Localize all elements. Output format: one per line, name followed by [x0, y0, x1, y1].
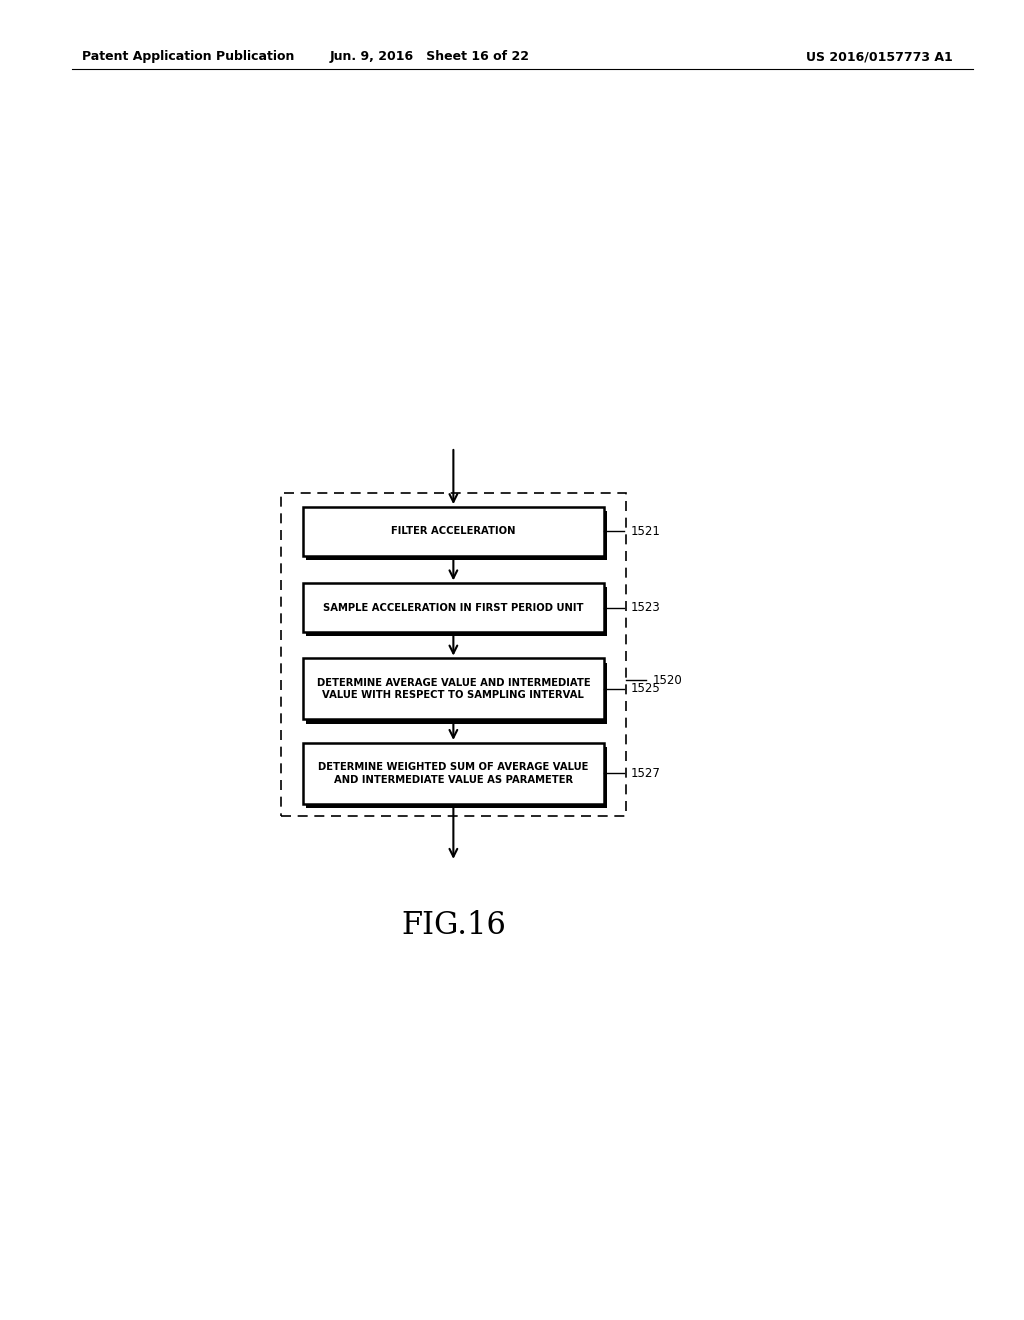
Text: DETERMINE WEIGHTED SUM OF AVERAGE VALUE
AND INTERMEDIATE VALUE AS PARAMETER: DETERMINE WEIGHTED SUM OF AVERAGE VALUE … — [318, 762, 589, 784]
Text: 1527: 1527 — [631, 767, 660, 780]
Text: 1523: 1523 — [631, 601, 660, 614]
Text: 1520: 1520 — [652, 673, 682, 686]
Text: FILTER ACCELERATION: FILTER ACCELERATION — [391, 527, 516, 536]
Text: FIG.16: FIG.16 — [401, 911, 506, 941]
Text: 1525: 1525 — [631, 682, 660, 696]
Text: Patent Application Publication: Patent Application Publication — [82, 50, 294, 63]
Bar — [306, 587, 607, 636]
Text: Jun. 9, 2016   Sheet 16 of 22: Jun. 9, 2016 Sheet 16 of 22 — [330, 50, 530, 63]
Bar — [306, 663, 607, 723]
Text: US 2016/0157773 A1: US 2016/0157773 A1 — [806, 50, 952, 63]
Bar — [303, 743, 604, 804]
Bar — [281, 492, 626, 816]
Bar — [303, 583, 604, 632]
Text: DETERMINE AVERAGE VALUE AND INTERMEDIATE
VALUE WITH RESPECT TO SAMPLING INTERVAL: DETERMINE AVERAGE VALUE AND INTERMEDIATE… — [316, 677, 590, 700]
Bar — [306, 511, 607, 560]
Text: SAMPLE ACCELERATION IN FIRST PERIOD UNIT: SAMPLE ACCELERATION IN FIRST PERIOD UNIT — [324, 603, 584, 612]
Bar — [303, 659, 604, 719]
Bar — [303, 507, 604, 556]
Bar — [306, 747, 607, 808]
Text: 1521: 1521 — [631, 525, 660, 539]
